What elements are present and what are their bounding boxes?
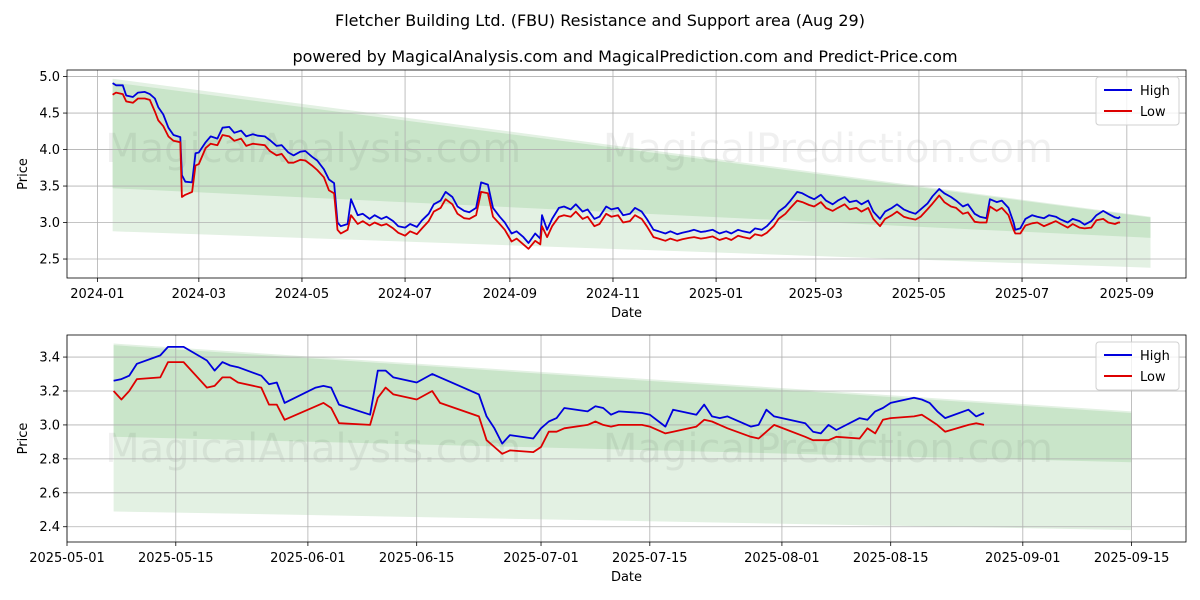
top-y-tick-label: 4.0 [39,143,60,158]
top-y-tick-label: 5.0 [39,70,60,85]
top-legend-label-low: Low [1140,105,1166,120]
top-y-axis-label: Price [16,158,31,190]
bottom-x-tick-label: 2025-06-15 [379,551,455,566]
top-watermark-right: MagicalPrediction.com [603,126,1053,172]
top-x-tick-label: 2025-07 [995,287,1049,302]
top-plot-frame [66,69,1187,279]
bottom-x-tick-label: 2025-07-01 [503,551,579,566]
bottom-y-tick-label: 2.6 [39,486,60,501]
bottom-y-tick-label: 3.4 [39,351,60,366]
top-legend: High Low [1095,76,1180,126]
top-x-tick-label: 2024-11 [586,287,640,302]
top-watermark-left: MagicalAnalysis.com [105,126,521,172]
bottom-x-tick-label: 2025-06-01 [270,551,346,566]
bottom-x-axis-label: Date [611,570,642,585]
top-x-tick-label: 2024-01 [70,287,124,302]
top-x-tick-label: 2024-07 [378,287,432,302]
bottom-x-tick-label: 2025-09-15 [1094,551,1170,566]
top-y-tick-label: 4.5 [39,107,60,122]
bottom-watermark-left: MagicalAnalysis.com [105,426,521,472]
bottom-series-high-line [113,345,985,445]
chart-title: Fletcher Building Ltd. (FBU) Resistance … [335,11,865,30]
bottom-y-tick-label: 3.2 [39,384,60,399]
top-y-tick-label: 3.5 [39,180,60,195]
bottom-x-tick-label: 2025-08-01 [744,551,820,566]
top-legend-label-high: High [1140,84,1170,99]
bottom-series-low-line [112,361,985,455]
bottom-y-tick-label: 2.4 [39,520,60,535]
bottom-y-axis-label: Price [16,423,31,455]
bottom-plot-frame [66,334,1187,543]
top-x-tick-label: 2024-09 [483,287,537,302]
bottom-x-tick-label: 2025-09-01 [985,551,1061,566]
top-x-tick-label: 2024-05 [275,287,329,302]
top-x-tick-label: 2025-09 [1100,287,1154,302]
bottom-resistance-area-inner [113,345,1132,463]
bottom-chart-panel: MagicalAnalysis.com MagicalPrediction.com… [16,334,1187,585]
bottom-y-tick-label: 2.8 [39,452,60,467]
top-y-tick-label: 3.0 [39,216,60,231]
top-x-tick-label: 2025-05 [892,287,946,302]
top-x-axis-label: Date [611,306,642,321]
top-series-high-line [112,82,1121,244]
top-x-tick-label: 2025-03 [789,287,843,302]
bottom-watermark-right: MagicalPrediction.com [603,426,1053,472]
top-x-tick-label: 2024-03 [172,287,226,302]
bottom-legend-label-low: Low [1140,370,1166,385]
bottom-legend: High Low [1095,341,1180,391]
top-chart-panel: MagicalAnalysis.com MagicalPrediction.com… [16,69,1187,321]
chart-subtitle: powered by MagicalAnalysis.com and Magic… [292,47,957,66]
bottom-x-tick-label: 2025-05-01 [29,551,105,566]
bottom-legend-label-high: High [1140,349,1170,364]
top-y-tick-label: 2.5 [39,253,60,268]
top-x-tick-label: 2025-01 [689,287,743,302]
bottom-x-tick-label: 2025-08-15 [853,551,929,566]
bottom-x-tick-label: 2025-05-15 [138,551,214,566]
top-series-low-line [112,91,1121,250]
bottom-x-tick-label: 2025-07-15 [612,551,688,566]
bottom-y-tick-label: 3.0 [39,418,60,433]
top-resistance-area-inner [112,82,1151,238]
